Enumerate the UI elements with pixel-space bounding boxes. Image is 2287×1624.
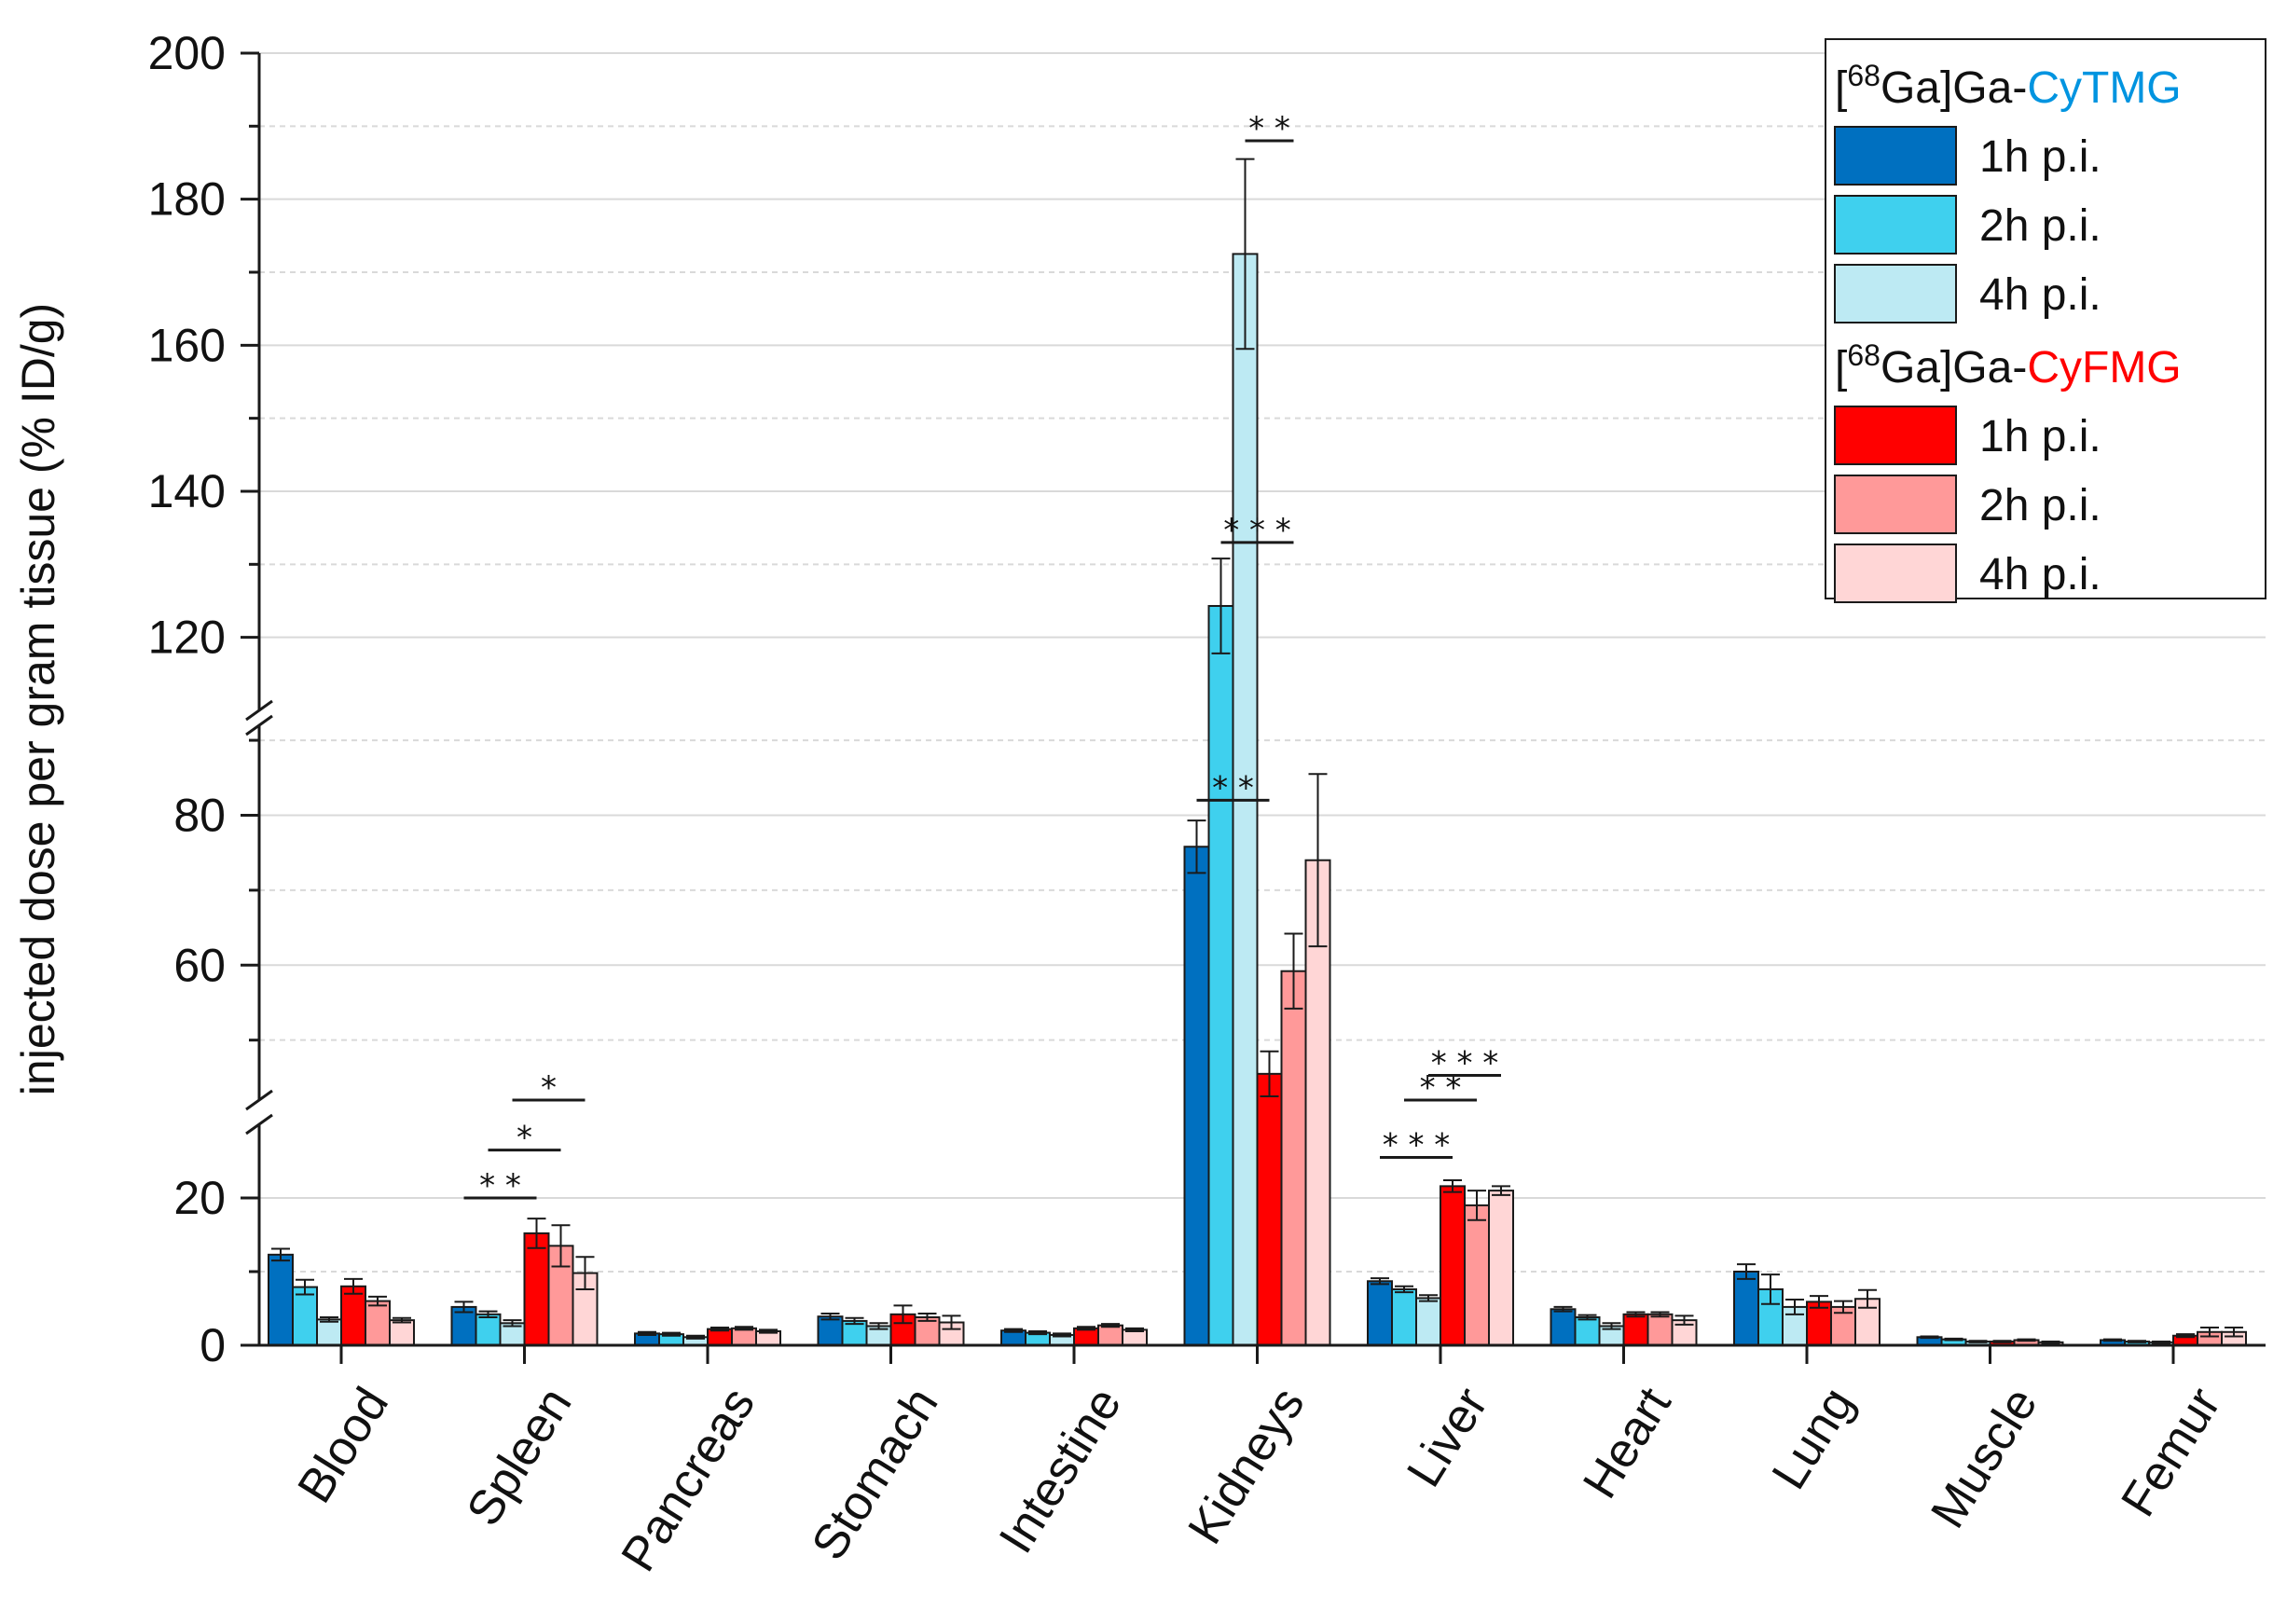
bar-blood-1	[292, 1286, 318, 1346]
bar-pancreas-3	[707, 1328, 733, 1346]
y-tick-label: 80	[173, 789, 226, 841]
bar-kidneys-3	[1256, 1072, 1283, 1346]
legend-swatch	[1834, 126, 1957, 186]
category-label-femur: Femur	[2111, 1379, 2231, 1526]
bar-blood-5	[389, 1319, 415, 1347]
bar-blood-4	[365, 1300, 391, 1346]
legend-compound-name: CyFMG	[2027, 343, 2181, 392]
bar-kidneys-1	[1207, 604, 1234, 1346]
break-mark	[245, 1113, 273, 1135]
bar-stomach-0	[817, 1315, 844, 1346]
y-tick-label: 0	[200, 1319, 226, 1371]
legend-entry-label: 1h p.i.	[1979, 412, 2101, 461]
category-label-stomach: Stomach	[802, 1379, 949, 1570]
category-label-intestine: Intestine	[989, 1379, 1132, 1562]
y-tick-label: 140	[148, 465, 226, 517]
bar-liver-3	[1440, 1185, 1466, 1346]
legend-group-title: [68Ga]Ga-CyFMG	[1835, 338, 2182, 392]
significance-label: * * *	[1383, 1127, 1451, 1164]
break-mark	[245, 699, 273, 722]
bar-heart-1	[1574, 1315, 1601, 1346]
y-tick-label: 160	[148, 319, 226, 371]
significance-label: *	[517, 1120, 532, 1157]
bar-pancreas-4	[731, 1327, 757, 1346]
bar-blood-2	[316, 1318, 342, 1346]
legend-swatch	[1834, 264, 1957, 323]
legend-isotope: Ga]Ga-	[1881, 63, 2027, 113]
category-label-muscle: Muscle	[1921, 1379, 2047, 1537]
bar-blood-0	[268, 1253, 294, 1346]
legend-bracket: [	[1835, 63, 1847, 113]
significance-markers: * ** * ** ** **** * ** ** * *	[463, 110, 1501, 1204]
bar-liver-2	[1415, 1297, 1441, 1346]
category-label-liver: Liver	[1397, 1379, 1498, 1496]
legend-superscript: 68	[1847, 338, 1881, 372]
legend-swatch	[1834, 195, 1957, 255]
significance-label: * *	[479, 1167, 521, 1204]
y-tick-label: 200	[148, 27, 226, 79]
legend-superscript: 68	[1847, 59, 1881, 92]
bar-kidneys-4	[1280, 970, 1307, 1347]
legend-group-title: [68Ga]Ga-CyTMG	[1835, 59, 2182, 113]
bars	[268, 158, 2247, 1347]
bar-liver-5	[1488, 1190, 1514, 1346]
bar-heart-4	[1646, 1313, 1674, 1346]
bar-kidneys-0	[1183, 846, 1210, 1346]
bar-lung-0	[1733, 1271, 1759, 1346]
legend-entry-label: 4h p.i.	[1979, 550, 2101, 599]
category-label-heart: Heart	[1573, 1378, 1682, 1507]
legend-entry-label: 1h p.i.	[1979, 132, 2101, 182]
bar-spleen-3	[523, 1232, 550, 1347]
bar-heart-0	[1550, 1308, 1577, 1347]
legend-swatch	[1834, 544, 1957, 603]
bar-liver-0	[1367, 1280, 1393, 1347]
bar-intestine-4	[1097, 1324, 1123, 1347]
significance-label: * * *	[1223, 512, 1291, 549]
legend-entry-label: 2h p.i.	[1979, 481, 2101, 530]
bar-heart-3	[1622, 1313, 1649, 1346]
legend-bracket: [	[1835, 343, 1847, 392]
bar-liver-1	[1391, 1287, 1417, 1346]
significance-label: * *	[1248, 110, 1290, 147]
significance-label: * * *	[1431, 1044, 1499, 1081]
significance-label: *	[541, 1069, 557, 1107]
category-label-pancreas: Pancreas	[612, 1379, 766, 1581]
significance-label: * *	[1212, 769, 1254, 806]
category-label-lung: Lung	[1762, 1379, 1865, 1499]
legend-entry-label: 4h p.i.	[1979, 270, 2101, 320]
bar-spleen-1	[475, 1313, 502, 1346]
legend-compound-name: CyTMG	[2027, 63, 2181, 113]
break-mark	[245, 714, 273, 736]
category-label-kidneys: Kidneys	[1178, 1379, 1315, 1554]
y-tick-label: 180	[148, 173, 226, 226]
y-tick-label: 120	[148, 612, 226, 664]
legend-isotope: Ga]Ga-	[1881, 343, 2027, 392]
bar-intestine-3	[1073, 1327, 1099, 1346]
bar-liver-4	[1464, 1204, 1490, 1347]
y-tick-label: 20	[173, 1172, 226, 1224]
legend-entry-label: 2h p.i.	[1979, 201, 2101, 251]
legend-swatch	[1834, 406, 1957, 465]
legend-swatch	[1834, 475, 1957, 534]
y-tick-label: 60	[173, 939, 226, 991]
category-label-spleen: Spleen	[457, 1379, 583, 1535]
y-axis-title: injected dose per gram tissue (% ID/g)	[12, 303, 64, 1095]
bar-blood-3	[340, 1285, 366, 1347]
break-mark	[245, 1089, 273, 1111]
category-label-blood: Blood	[288, 1379, 400, 1513]
